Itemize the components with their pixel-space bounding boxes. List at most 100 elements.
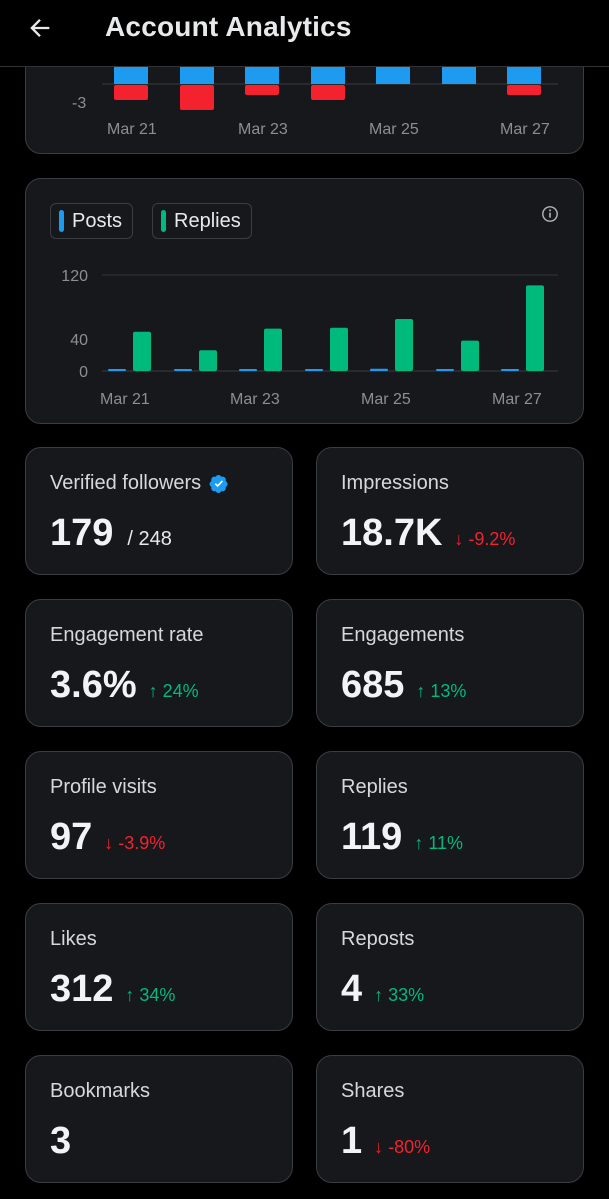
- x-tick-label: Mar 23: [238, 121, 288, 138]
- legend-replies-label: Replies: [174, 209, 241, 232]
- metric-change: ↑ 11%: [414, 833, 464, 853]
- metric-label: Verified followers: [50, 472, 229, 495]
- metric-label: Bookmarks: [50, 1080, 150, 1103]
- metric-label-text: Engagements: [341, 624, 465, 646]
- bar-posts: [174, 369, 192, 371]
- bar-posts: [108, 369, 126, 371]
- legend-replies[interactable]: Replies: [152, 203, 252, 239]
- metric-card[interactable]: Verified followers 179 / 248: [25, 447, 293, 575]
- metric-value-row: 97 ↓ -3.9%: [50, 816, 165, 859]
- metric-value: 18.7K: [341, 512, 443, 554]
- x-tick-label: Mar 21: [100, 391, 150, 408]
- metric-label-text: Verified followers: [50, 472, 202, 494]
- posts-replies-chart-card: Posts Replies 0 40 120 Mar 21 Mar 23 Mar 25 Ma…: [25, 178, 584, 424]
- bar-posts: [305, 369, 323, 371]
- metric-value: 1: [341, 1120, 363, 1162]
- metric-label-text: Replies: [341, 776, 408, 798]
- metric-label: Impressions: [341, 472, 449, 495]
- metric-change: ↓ -9.2%: [454, 529, 516, 549]
- bar-posts: [501, 369, 519, 371]
- legend-posts-label: Posts: [72, 209, 123, 232]
- x-tick-label: Mar 25: [369, 121, 419, 138]
- metric-change: ↑ 24%: [148, 681, 199, 701]
- metric-card[interactable]: Likes 312 ↑ 34%: [25, 903, 293, 1031]
- metric-value: 3: [50, 1120, 72, 1162]
- metric-value-row: 18.7K ↓ -9.2%: [341, 512, 515, 555]
- bar-negative: [114, 85, 148, 100]
- y-tick-label: -3: [72, 95, 86, 112]
- x-tick-label: Mar 21: [107, 121, 157, 138]
- metric-value-row: 4 ↑ 33%: [341, 968, 424, 1011]
- posts-replies-chart: 0 40 120 Mar 21 Mar 23 Mar 25 Mar 27: [61, 268, 558, 408]
- metric-label: Engagement rate: [50, 624, 203, 647]
- info-icon[interactable]: [541, 205, 559, 223]
- metric-value-row: 1 ↓ -80%: [341, 1120, 430, 1163]
- metric-value-row: 3.6% ↑ 24%: [50, 664, 199, 707]
- bar-posts: [239, 369, 257, 371]
- x-tick-label: Mar 27: [500, 121, 550, 138]
- x-tick-label: Mar 25: [361, 391, 411, 408]
- y-tick-label: 120: [61, 268, 88, 285]
- metric-label-text: Bookmarks: [50, 1080, 151, 1102]
- metric-label: Replies: [341, 776, 408, 799]
- metric-card[interactable]: Profile visits 97 ↓ -3.9%: [25, 751, 293, 879]
- metric-card[interactable]: Reposts 4 ↑ 33%: [316, 903, 584, 1031]
- x-tick-label: Mar 23: [230, 391, 280, 408]
- back-button[interactable]: [22, 10, 58, 46]
- metric-label: Likes: [50, 928, 97, 951]
- metric-change: ↑ 33%: [374, 985, 425, 1005]
- metric-card[interactable]: Engagements 685 ↑ 13%: [316, 599, 584, 727]
- bar-negative: [245, 85, 279, 95]
- metric-card[interactable]: Impressions 18.7K ↓ -9.2%: [316, 447, 584, 575]
- app-header: Account Analytics: [0, 0, 609, 67]
- metric-value: 97: [50, 816, 93, 858]
- metric-label-text: Engagement rate: [50, 624, 204, 646]
- metric-label: Profile visits: [50, 776, 157, 799]
- metric-value-row: 685 ↑ 13%: [341, 664, 466, 707]
- metric-label-text: Shares: [341, 1080, 405, 1102]
- replies-swatch: [161, 210, 166, 232]
- y-tick-label: 40: [70, 332, 88, 349]
- metric-label-text: Impressions: [341, 472, 449, 494]
- bar-replies: [133, 331, 151, 371]
- bar-replies: [264, 328, 282, 371]
- metric-value: 312: [50, 968, 114, 1010]
- bar-negative: [311, 85, 345, 100]
- metric-label: Engagements: [341, 624, 464, 647]
- metric-card[interactable]: Replies 119 ↑ 11%: [316, 751, 584, 879]
- metric-value: 4: [341, 968, 363, 1010]
- metric-label-text: Reposts: [341, 928, 415, 950]
- bar-replies: [199, 350, 217, 371]
- bar-replies: [330, 327, 348, 371]
- metric-total: / 248: [127, 528, 172, 550]
- metric-value-row: 119 ↑ 11%: [341, 816, 463, 859]
- metric-label-text: Likes: [50, 928, 97, 950]
- metric-value: 179: [50, 512, 114, 554]
- metric-change: ↑ 34%: [125, 985, 176, 1005]
- metric-value: 119: [341, 816, 403, 858]
- bar-negative: [180, 85, 214, 110]
- metric-change: ↓ -80%: [374, 1137, 431, 1157]
- verified-badge-icon: [209, 474, 228, 493]
- bar-posts: [436, 369, 454, 371]
- arrow-left-icon: [30, 19, 50, 37]
- metric-value-row: 312 ↑ 34%: [50, 968, 175, 1011]
- metric-value-row: 179 / 248: [50, 512, 172, 555]
- metric-label-text: Profile visits: [50, 776, 157, 798]
- page-title: Account Analytics: [105, 11, 352, 42]
- metric-card[interactable]: Bookmarks 3: [25, 1055, 293, 1183]
- bar-negative: [507, 85, 541, 95]
- metric-label: Shares: [341, 1080, 404, 1103]
- metric-value: 3.6%: [50, 664, 137, 706]
- bar-replies: [526, 285, 544, 371]
- bar-replies: [461, 340, 479, 371]
- metric-label: Reposts: [341, 928, 414, 951]
- metric-card[interactable]: Engagement rate 3.6% ↑ 24%: [25, 599, 293, 727]
- bar-replies: [395, 319, 413, 371]
- metric-card[interactable]: Shares 1 ↓ -80%: [316, 1055, 584, 1183]
- posts-swatch: [59, 210, 64, 232]
- metric-change: ↓ -3.9%: [104, 833, 166, 853]
- metric-change: ↑ 13%: [416, 681, 467, 701]
- legend-posts[interactable]: Posts: [50, 203, 134, 239]
- metric-value-row: 3: [50, 1120, 71, 1163]
